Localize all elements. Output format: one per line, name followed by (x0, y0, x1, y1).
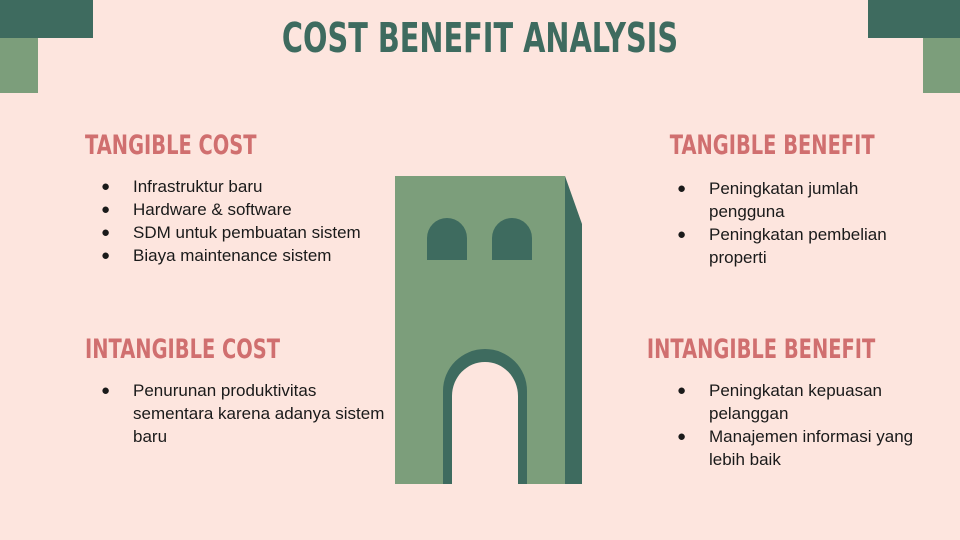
heading-intangible-cost: INTANGIBLE COST (85, 334, 281, 365)
list-tangible-cost: ● Infrastruktur baru ● Hardware & software… (85, 175, 385, 267)
tower-window-right (492, 218, 532, 260)
tower-window-left (427, 218, 467, 260)
bullet-icon: ● (101, 201, 111, 218)
heading-tangible-cost: TANGIBLE COST (85, 130, 257, 161)
corner-decoration-top-left-dark (0, 0, 93, 38)
corner-decoration-top-left-light (0, 38, 38, 93)
list-intangible-cost: ● Penurunan produktivitas sementara karen… (85, 379, 385, 448)
heading-intangible-benefit: INTANGIBLE BENEFIT (646, 334, 875, 365)
list-item: ● SDM untuk pembuatan sistem (101, 223, 361, 242)
list-item: ● Peningkatan pembelian properti (677, 225, 887, 267)
bullet-icon: ● (101, 382, 111, 399)
bullet-icon: ● (677, 428, 687, 445)
tower-side-face (565, 176, 582, 484)
bullet-icon: ● (101, 247, 111, 264)
list-item: ● Biaya maintenance sistem (101, 246, 332, 265)
list-tangible-benefit: ● Peningkatan jumlah pengguna ● Peningkata… (661, 177, 931, 269)
corner-decoration-top-right-light (923, 38, 960, 93)
bullet-icon: ● (677, 180, 687, 197)
list-intangible-benefit: ● Peningkatan kepuasan pelanggan ● Manajem… (661, 379, 941, 471)
list-item: ● Peningkatan jumlah pengguna (677, 179, 859, 221)
tower-doorway (452, 361, 518, 484)
slide-title: COST BENEFIT ANALYSIS (281, 14, 679, 62)
list-item: ● Infrastruktur baru (101, 177, 263, 196)
bullet-icon: ● (101, 224, 111, 241)
tower-illustration (395, 176, 582, 484)
list-item: ● Penurunan produktivitas sementara karen… (101, 381, 385, 446)
bullet-icon: ● (677, 382, 687, 399)
list-item: ● Hardware & software (101, 200, 292, 219)
bullet-icon: ● (101, 178, 111, 195)
list-item: ● Manajemen informasi yang lebih baik (677, 427, 914, 469)
bullet-icon: ● (677, 226, 687, 243)
heading-tangible-benefit: TANGIBLE BENEFIT (670, 130, 875, 161)
list-item: ● Peningkatan kepuasan pelanggan (677, 381, 882, 423)
corner-decoration-top-right-dark (868, 0, 960, 38)
